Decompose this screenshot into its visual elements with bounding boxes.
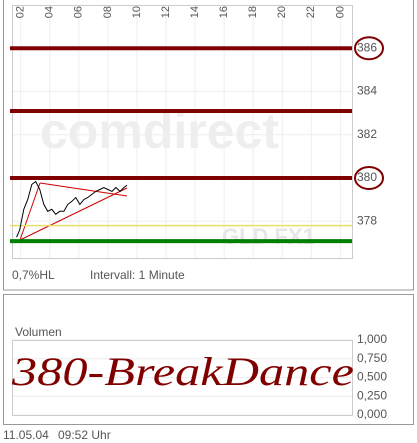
trend-line [19,187,128,241]
footer-date: 11.05.04 [3,428,49,442]
y-tick-label: 380 [357,170,377,184]
tick-circle [354,36,384,61]
y-tick-label: 0,500 [357,370,387,384]
y-tick-label: 0,000 [357,407,387,421]
y-tick-label: 386 [357,40,377,54]
y-tick-label: 1,000 [357,332,387,346]
x-tick-label: 18 [247,6,259,18]
x-tick-label: 08 [102,6,114,18]
subtitle: 0,7%HL [12,268,55,282]
x-tick-label: 06 [73,6,85,18]
y-tick-label: 382 [357,127,377,141]
trend-line [39,182,128,197]
price-line [16,180,128,238]
panel-border [3,0,414,291]
trend-line [19,182,41,241]
y-tick-label: 0,250 [357,388,387,402]
tick-circle [354,165,384,190]
x-tick-label: 04 [44,6,56,18]
annotation: 380-BreakDance [11,349,354,394]
x-tick-label: 00 [334,6,346,18]
x-tick-label: 14 [189,6,201,18]
footer-time: 09:52 Uhr [58,428,111,442]
x-tick-label: 16 [218,6,230,18]
x-tick-label: 10 [131,6,143,18]
y-tick-label: 378 [357,213,377,227]
x-tick-label: 20 [276,6,288,18]
x-tick-label: 02 [15,6,27,18]
volume-title: Volumen [15,325,62,339]
x-tick-label: 22 [305,6,317,18]
interval: Intervall: 1 Minute [90,268,185,282]
plot-area [12,340,353,416]
watermark: GLD FX1 [222,224,315,249]
panel-border [3,294,414,425]
plot-area [12,5,353,259]
x-tick-label: 12 [160,6,172,18]
y-tick-label: 0,750 [357,351,387,365]
y-tick-label: 384 [357,84,377,98]
